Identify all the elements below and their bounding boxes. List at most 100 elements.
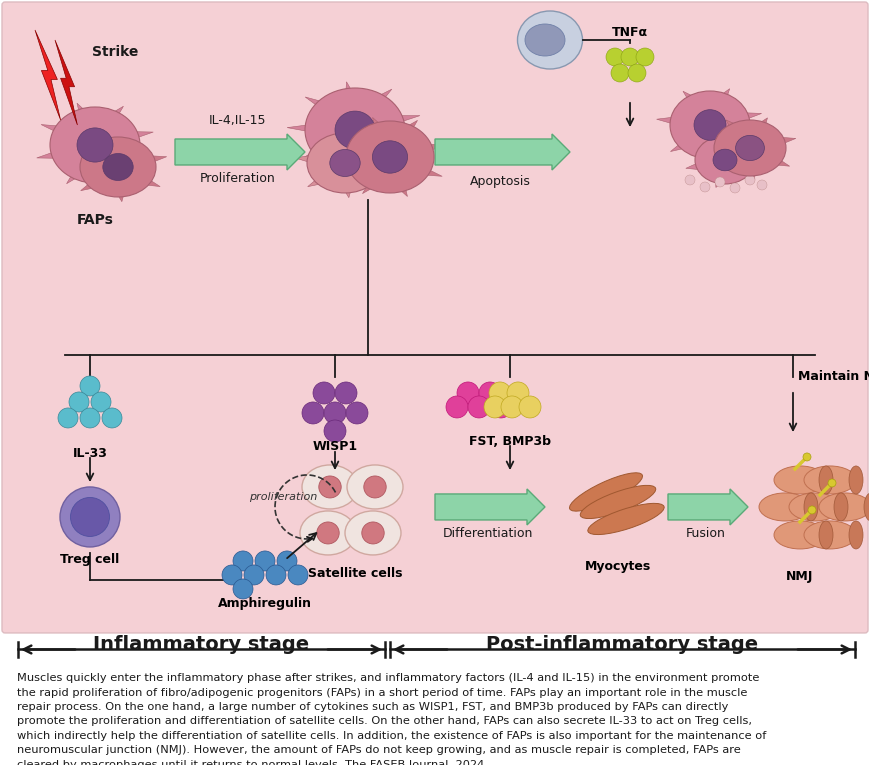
Polygon shape <box>747 150 763 158</box>
Circle shape <box>243 565 263 585</box>
Ellipse shape <box>103 154 133 181</box>
Text: Amphiregulin: Amphiregulin <box>218 597 312 610</box>
Ellipse shape <box>693 109 725 140</box>
Polygon shape <box>36 151 60 158</box>
Polygon shape <box>287 124 312 132</box>
Ellipse shape <box>694 136 754 184</box>
Circle shape <box>519 396 541 418</box>
Polygon shape <box>735 138 753 147</box>
Circle shape <box>335 382 356 404</box>
Circle shape <box>827 479 835 487</box>
Polygon shape <box>740 171 754 179</box>
Polygon shape <box>103 174 113 187</box>
Polygon shape <box>353 131 363 141</box>
Text: Fusion: Fusion <box>686 527 725 540</box>
Ellipse shape <box>569 473 642 511</box>
Polygon shape <box>777 137 795 145</box>
Text: Treg cell: Treg cell <box>60 553 120 566</box>
Ellipse shape <box>848 466 862 494</box>
Ellipse shape <box>758 493 810 521</box>
Ellipse shape <box>307 133 382 193</box>
Polygon shape <box>130 132 153 139</box>
Polygon shape <box>773 158 789 166</box>
Circle shape <box>288 565 308 585</box>
Polygon shape <box>295 155 314 163</box>
Circle shape <box>346 402 368 424</box>
Polygon shape <box>343 188 351 197</box>
Text: Post-inflammatory stage: Post-inflammatory stage <box>486 635 758 654</box>
Circle shape <box>446 396 468 418</box>
Circle shape <box>606 48 623 66</box>
Ellipse shape <box>803 493 817 521</box>
Ellipse shape <box>848 521 862 549</box>
Circle shape <box>635 48 653 66</box>
Circle shape <box>479 382 501 404</box>
Polygon shape <box>92 137 105 147</box>
Polygon shape <box>35 30 61 120</box>
Polygon shape <box>370 160 386 173</box>
Ellipse shape <box>318 476 341 498</box>
Circle shape <box>756 180 766 190</box>
Polygon shape <box>308 177 323 187</box>
Text: IL-4,IL-15: IL-4,IL-15 <box>209 114 267 127</box>
Polygon shape <box>707 154 716 164</box>
Text: Myocytes: Myocytes <box>584 560 650 573</box>
Ellipse shape <box>863 493 869 521</box>
Polygon shape <box>305 97 326 109</box>
Polygon shape <box>714 161 729 170</box>
Text: Inflammatory stage: Inflammatory stage <box>93 635 309 654</box>
Circle shape <box>744 175 754 185</box>
Text: IL-33: IL-33 <box>72 447 107 460</box>
Circle shape <box>233 579 253 599</box>
Circle shape <box>69 392 89 412</box>
Ellipse shape <box>669 91 749 159</box>
Polygon shape <box>375 90 391 103</box>
Ellipse shape <box>818 466 832 494</box>
Circle shape <box>222 565 242 585</box>
FancyArrow shape <box>667 489 747 525</box>
Text: TNFα: TNFα <box>611 26 647 39</box>
Polygon shape <box>702 141 720 148</box>
Polygon shape <box>718 89 729 99</box>
Polygon shape <box>340 164 349 177</box>
Polygon shape <box>337 138 358 146</box>
Circle shape <box>80 376 100 396</box>
Circle shape <box>802 453 810 461</box>
Text: WISP1: WISP1 <box>312 440 357 453</box>
Polygon shape <box>143 178 160 187</box>
Text: proliferation: proliferation <box>249 492 317 502</box>
Polygon shape <box>369 174 387 183</box>
Ellipse shape <box>345 511 401 555</box>
Polygon shape <box>116 192 124 202</box>
Polygon shape <box>66 171 81 184</box>
Text: Strike: Strike <box>92 45 138 59</box>
Circle shape <box>627 64 646 82</box>
Polygon shape <box>372 118 382 129</box>
Circle shape <box>323 402 346 424</box>
Ellipse shape <box>363 476 386 498</box>
Circle shape <box>729 183 740 193</box>
Ellipse shape <box>818 493 869 521</box>
Polygon shape <box>424 144 446 151</box>
Polygon shape <box>41 125 63 133</box>
Circle shape <box>807 506 815 514</box>
Polygon shape <box>740 112 760 120</box>
Circle shape <box>102 408 122 428</box>
Ellipse shape <box>316 522 339 544</box>
Polygon shape <box>714 179 722 187</box>
Ellipse shape <box>773 466 825 494</box>
Polygon shape <box>682 91 696 102</box>
Circle shape <box>684 175 694 185</box>
Circle shape <box>620 48 638 66</box>
Ellipse shape <box>580 485 655 519</box>
Circle shape <box>80 408 100 428</box>
Polygon shape <box>127 157 149 165</box>
Ellipse shape <box>833 493 847 521</box>
Polygon shape <box>726 132 733 141</box>
Polygon shape <box>126 135 136 145</box>
Ellipse shape <box>300 511 355 555</box>
Circle shape <box>714 177 724 187</box>
Ellipse shape <box>305 88 405 172</box>
Circle shape <box>70 497 109 536</box>
Circle shape <box>489 396 512 418</box>
